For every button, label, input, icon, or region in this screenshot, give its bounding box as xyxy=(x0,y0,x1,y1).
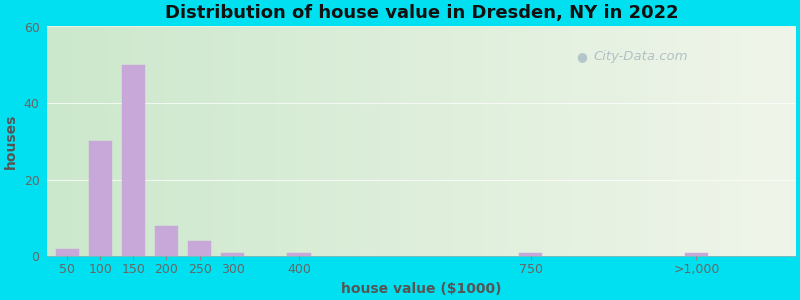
Title: Distribution of house value in Dresden, NY in 2022: Distribution of house value in Dresden, … xyxy=(165,4,678,22)
Bar xyxy=(89,141,112,256)
Text: ●: ● xyxy=(577,50,587,63)
Bar xyxy=(188,241,211,256)
Bar xyxy=(122,65,145,256)
Bar xyxy=(685,253,708,256)
Bar xyxy=(519,253,542,256)
Bar xyxy=(55,249,78,256)
Bar xyxy=(221,253,244,256)
Bar xyxy=(155,226,178,256)
Text: City-Data.com: City-Data.com xyxy=(594,50,688,63)
Bar xyxy=(287,253,310,256)
X-axis label: house value ($1000): house value ($1000) xyxy=(342,282,502,296)
Y-axis label: houses: houses xyxy=(4,114,18,169)
